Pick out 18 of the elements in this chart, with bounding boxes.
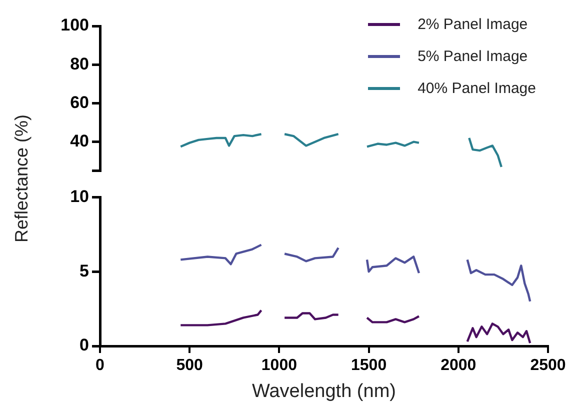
y-tick-label: 10 — [70, 186, 89, 206]
legend-label: 2% Panel Image — [418, 16, 528, 32]
x-tick-label: 2000 — [440, 357, 476, 374]
legend-label: 40% Panel Image — [418, 80, 536, 96]
y-tick-label: 0 — [80, 336, 89, 355]
y-tick-label: 5 — [80, 261, 89, 280]
y-tick-label: 60 — [70, 92, 89, 112]
x-tick-label: 2500 — [530, 357, 566, 374]
x-tick-label: 1500 — [351, 357, 387, 374]
legend-label: 5% Panel Image — [418, 48, 528, 64]
y-tick-label: 40 — [70, 132, 89, 151]
y-axis-title: Reflectance (%) — [12, 114, 32, 242]
x-tick-label: 1000 — [261, 357, 298, 374]
y-tick-label: 80 — [70, 54, 89, 74]
x-axis-title: Wavelength (nm) — [252, 380, 396, 402]
x-tick-label: 0 — [96, 357, 105, 374]
y-tick-label: 100 — [60, 16, 89, 35]
x-tick-label: 500 — [176, 357, 204, 374]
